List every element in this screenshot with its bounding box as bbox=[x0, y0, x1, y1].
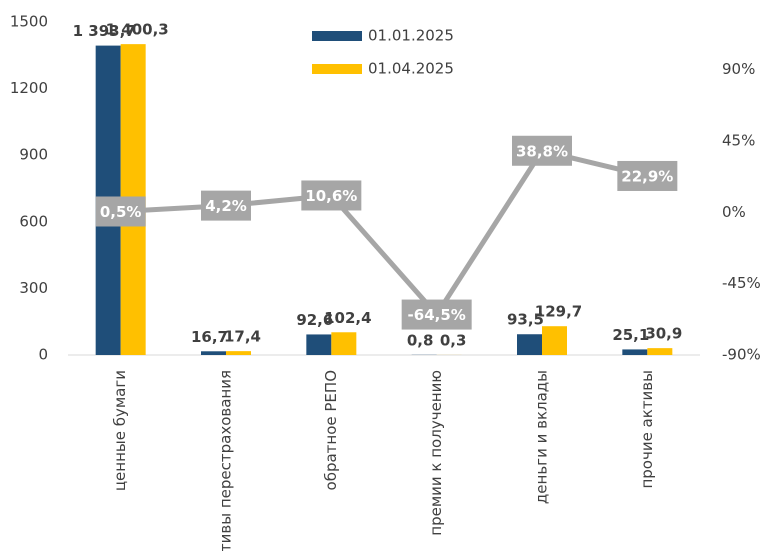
x-tick-label: деньги и вклады bbox=[533, 370, 551, 504]
line-label: 0,5% bbox=[100, 203, 142, 221]
line-label: 38,8% bbox=[516, 142, 568, 160]
line-label-box bbox=[301, 180, 362, 211]
y-tick-label: 600 bbox=[19, 212, 48, 230]
y-tick-label: 0 bbox=[38, 346, 48, 364]
line-label-box bbox=[512, 135, 572, 166]
data-label: 1 400,3 bbox=[106, 21, 169, 39]
data-label: 1 393,7 bbox=[73, 22, 136, 40]
y-tick-label: 300 bbox=[19, 279, 48, 297]
x-tick-label: прочие активы bbox=[638, 370, 656, 489]
data-label: 0,3 bbox=[440, 331, 467, 349]
legend-label: 01.01.2025 bbox=[368, 27, 454, 45]
line-label-box bbox=[617, 160, 678, 191]
data-label: 17,4 bbox=[224, 328, 261, 346]
data-label: 30,9 bbox=[645, 325, 682, 343]
data-label: 16,7 bbox=[191, 328, 228, 346]
data-label: 93,5 bbox=[507, 311, 544, 329]
y-tick-label: 900 bbox=[19, 146, 48, 164]
bar bbox=[226, 351, 251, 355]
y2-tick-label: 0% bbox=[722, 203, 746, 221]
bar bbox=[647, 348, 673, 355]
bar bbox=[201, 351, 226, 355]
legend-swatch bbox=[312, 64, 362, 74]
y2-tick-label: 90% bbox=[722, 60, 755, 78]
line-label-box bbox=[201, 190, 251, 221]
line bbox=[120, 148, 648, 318]
bar bbox=[331, 332, 357, 355]
x-tick-label: активы перестрахования bbox=[217, 370, 235, 551]
line-label: 4,2% bbox=[205, 197, 247, 215]
data-label: 92,6 bbox=[296, 311, 333, 329]
line-label: -64,5% bbox=[408, 306, 466, 324]
bar bbox=[622, 349, 648, 355]
x-tick-label: ценные бумаги bbox=[111, 370, 129, 491]
x-tick-label: обратное РЕПО bbox=[322, 370, 340, 490]
y-tick-label: 1200 bbox=[10, 79, 48, 97]
legend-swatch bbox=[312, 31, 362, 41]
line-label-box bbox=[401, 299, 472, 330]
y2-tick-label: -45% bbox=[722, 274, 761, 292]
y2-tick-label: -90% bbox=[722, 346, 761, 364]
data-label: 0,8 bbox=[407, 331, 434, 349]
y2-tick-label: 45% bbox=[722, 131, 755, 149]
legend-label: 01.04.2025 bbox=[368, 60, 454, 78]
bar bbox=[306, 334, 332, 355]
line-label-box bbox=[95, 196, 146, 227]
bar bbox=[542, 326, 567, 355]
bar bbox=[517, 334, 542, 355]
data-label: 25,1 bbox=[612, 326, 649, 344]
data-label: 102,4 bbox=[324, 309, 371, 327]
y-tick-label: 1500 bbox=[10, 13, 48, 31]
x-tick-label: премии к получению bbox=[427, 370, 445, 536]
line-label: 10,6% bbox=[305, 187, 357, 205]
data-label: 129,7 bbox=[535, 303, 582, 321]
line-label: 22,9% bbox=[621, 167, 673, 185]
